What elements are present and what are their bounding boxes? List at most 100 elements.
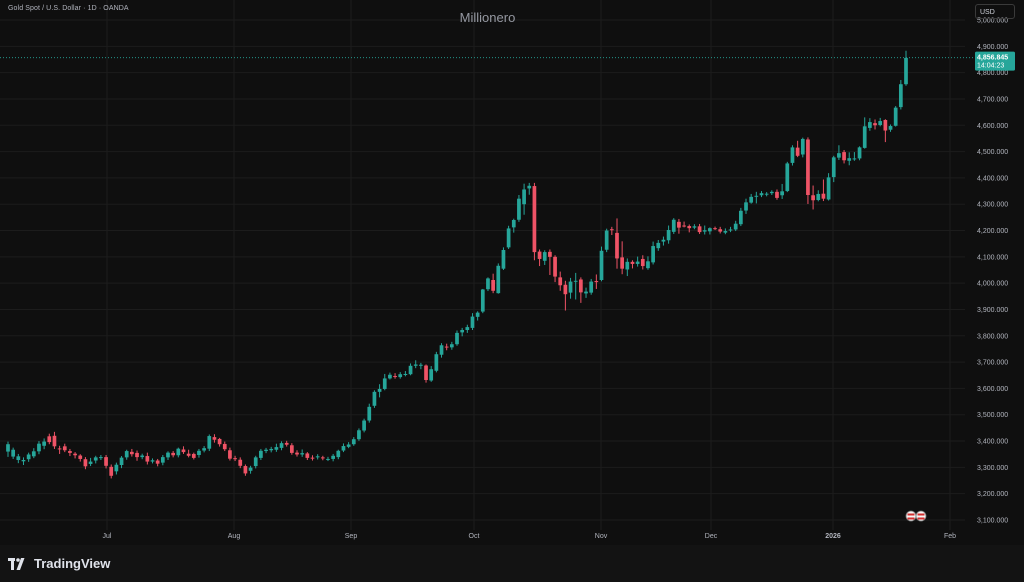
candle <box>403 371 408 377</box>
candle-body <box>764 193 769 195</box>
x-axis[interactable]: Jul Aug Sep Oct Nov Dec 2026 Feb <box>103 533 957 540</box>
y-tick-label: 4,500.000 <box>977 149 1008 156</box>
candle <box>470 313 475 330</box>
y-axis[interactable]: 3,100.000 3,200.000 3,300.000 3,400.000 3,50… <box>977 18 1008 525</box>
candle-body <box>176 448 181 456</box>
watermark-text: Millionero <box>459 10 516 25</box>
candle-body <box>857 147 862 159</box>
candle <box>491 273 495 294</box>
candle-body <box>424 365 428 380</box>
candle-body <box>104 457 108 466</box>
candle-body <box>243 466 248 474</box>
candle-body <box>310 457 315 459</box>
candle <box>465 324 470 333</box>
candle-body <box>300 453 305 455</box>
candle-body <box>800 138 805 155</box>
candle <box>253 455 258 469</box>
candle-body <box>532 186 537 253</box>
y-tick-label: 3,700.000 <box>977 360 1008 367</box>
candle-body <box>816 193 821 200</box>
candle <box>537 249 542 267</box>
candle <box>604 228 609 253</box>
candle <box>238 457 243 469</box>
candle-body <box>31 451 36 457</box>
candle-body <box>233 458 237 460</box>
y-tick-label: 4,100.000 <box>977 254 1008 261</box>
candle-body <box>893 107 898 126</box>
candle <box>6 441 10 457</box>
candle-body <box>434 354 439 371</box>
candle-body <box>873 123 877 126</box>
candle <box>723 228 728 235</box>
tradingview-logo[interactable]: TradingView <box>8 556 110 571</box>
candle-body <box>47 436 52 443</box>
candle-body <box>460 330 465 333</box>
candle <box>171 451 176 458</box>
candle-body <box>568 281 573 293</box>
candle-body <box>238 459 243 466</box>
candle <box>517 195 521 222</box>
chart-canvas[interactable]: 3,100.000 3,200.000 3,300.000 3,400.000 3,50… <box>0 0 1024 545</box>
candle <box>424 364 428 383</box>
candle-body <box>738 210 743 225</box>
economic-event-flag-icon[interactable] <box>905 510 917 522</box>
candle-body <box>11 449 16 457</box>
candle-body <box>455 332 459 345</box>
candle <box>202 446 206 453</box>
candle-body <box>501 250 506 269</box>
candle-body <box>362 420 366 431</box>
candle-body <box>429 369 434 381</box>
candle <box>708 227 712 235</box>
candle <box>878 117 883 127</box>
candle-body <box>697 226 702 233</box>
candle-body <box>114 464 119 472</box>
candle-body <box>382 378 387 389</box>
candle-body <box>99 457 103 459</box>
candle-body <box>656 242 661 249</box>
candle-body <box>26 454 31 460</box>
candle-body <box>677 221 681 228</box>
candle-body <box>274 447 279 450</box>
candle <box>434 351 439 373</box>
y-tick-label: 4,900.000 <box>977 44 1008 51</box>
candle-body <box>248 467 253 471</box>
event-markers[interactable] <box>905 510 927 522</box>
candle <box>439 343 444 358</box>
candle-body <box>377 388 382 392</box>
candle <box>362 418 366 433</box>
y-tick-label: 4,600.000 <box>977 123 1008 130</box>
candle-body <box>6 444 10 452</box>
candle-body <box>181 449 186 453</box>
candle-body <box>527 185 532 189</box>
x-tick-label: Sep <box>345 533 358 540</box>
candle <box>248 465 253 474</box>
candle <box>677 218 681 234</box>
economic-event-flag-icon[interactable] <box>915 510 927 522</box>
y-tick-label: 3,600.000 <box>977 386 1008 393</box>
candle-body <box>398 374 403 378</box>
candle <box>243 464 248 476</box>
candle <box>181 446 186 454</box>
candle <box>444 343 449 351</box>
candle <box>222 441 227 452</box>
candle <box>351 437 356 446</box>
candle-body <box>269 448 274 451</box>
candle-body <box>351 439 356 445</box>
candle-body <box>315 456 320 458</box>
candle-body <box>83 459 88 467</box>
candle <box>599 246 604 282</box>
candle <box>769 190 774 195</box>
candle <box>78 454 83 462</box>
candle <box>130 448 134 457</box>
candle <box>713 226 717 230</box>
candle <box>759 191 764 198</box>
candle-body <box>496 265 501 294</box>
candle <box>511 218 516 233</box>
candle-body <box>320 457 325 459</box>
candle <box>166 451 170 460</box>
currency-button[interactable]: USD <box>975 4 1015 19</box>
candle-body <box>558 277 563 286</box>
candle <box>584 287 588 298</box>
candle <box>47 433 52 445</box>
candle <box>259 448 263 460</box>
